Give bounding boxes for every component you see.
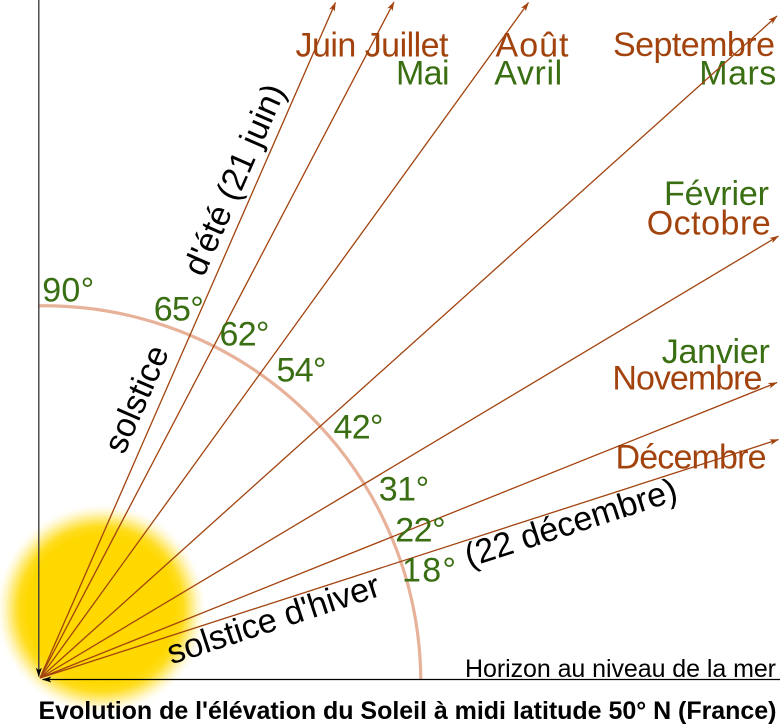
svg-text:22°: 22° — [395, 512, 446, 550]
svg-text:Mai: Mai — [396, 55, 450, 93]
svg-text:Janvier: Janvier — [662, 333, 770, 371]
svg-text:Avril: Avril — [494, 55, 562, 93]
svg-text:62°: 62° — [220, 316, 270, 354]
svg-text:Septembre: Septembre — [613, 26, 775, 64]
svg-text:31°: 31° — [379, 471, 430, 509]
svg-text:90°: 90° — [42, 271, 94, 309]
svg-text:Horizon au niveau de la mer: Horizon au niveau de la mer — [465, 655, 776, 683]
svg-text:Février: Février — [664, 175, 769, 213]
svg-text:Mars: Mars — [699, 55, 776, 93]
svg-text:54°: 54° — [277, 352, 327, 390]
svg-text:65°: 65° — [154, 291, 204, 329]
svg-text:Evolution de l'élévation du So: Evolution de l'élévation du Soleil à mid… — [39, 697, 777, 725]
svg-text:42°: 42° — [334, 409, 384, 447]
svg-text:Décembre: Décembre — [616, 439, 767, 477]
svg-text:Novembre: Novembre — [612, 359, 762, 397]
svg-text:Août: Août — [496, 26, 570, 64]
svg-text:18°: 18° — [402, 552, 456, 590]
svg-text:Octobre: Octobre — [647, 205, 771, 243]
svg-text:Juin Juillet: Juin Juillet — [296, 26, 450, 64]
